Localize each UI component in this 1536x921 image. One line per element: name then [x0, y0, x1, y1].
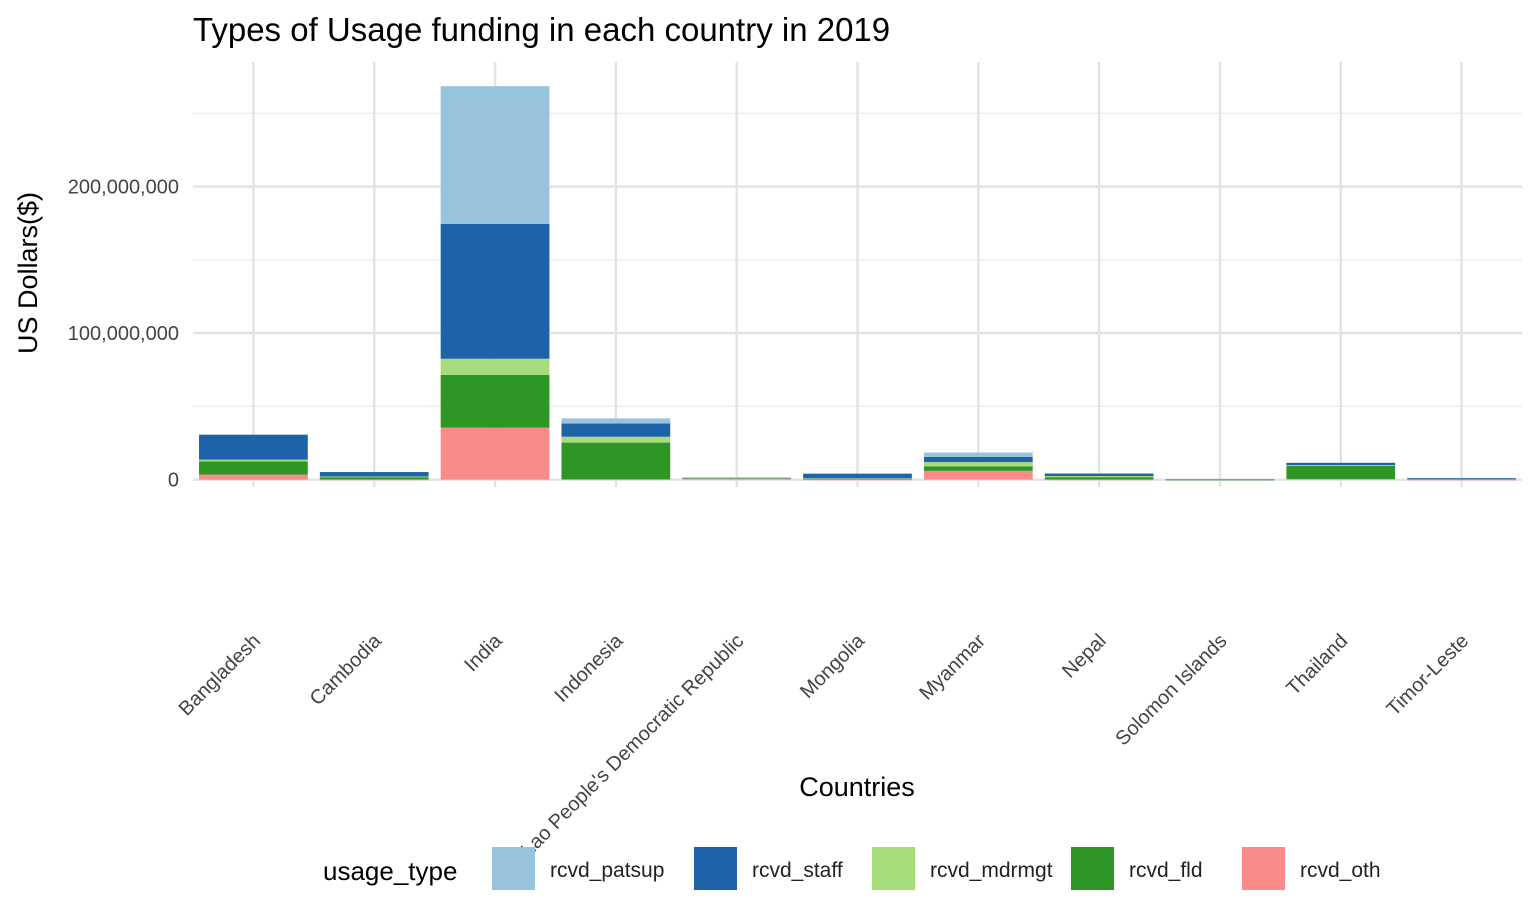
x-tick-label: Bangladesh — [175, 630, 265, 720]
bar-segment — [923, 466, 1033, 471]
bar-segment — [803, 473, 912, 479]
bar-segment — [1286, 465, 1396, 479]
legend: usage_type rcvd_patsup rcvd_staff rcvd_mdr… — [323, 847, 1381, 890]
bar-segment — [1044, 473, 1154, 477]
grid — [193, 62, 1522, 487]
bars — [199, 86, 1516, 481]
x-tick-label: India — [460, 629, 507, 676]
bar-segment — [1044, 473, 1154, 474]
y-axis-title: US Dollars($) — [13, 192, 43, 354]
bar-segment — [440, 427, 550, 480]
legend-label: rcvd_patsup — [550, 859, 664, 882]
bar-segment — [1286, 478, 1396, 480]
x-tick-label: Lao People's Democratic Republic — [517, 630, 748, 861]
bar-segment — [1286, 465, 1396, 466]
bar-segment — [561, 436, 671, 443]
legend-label: rcvd_staff — [752, 859, 843, 882]
bar-segment — [923, 456, 1033, 463]
x-tick-label: Timor-Leste — [1383, 630, 1473, 720]
bar-segment — [1044, 476, 1154, 478]
y-tick-label: 200,000,000 — [68, 177, 179, 199]
x-tick-label: Mongolia — [796, 629, 870, 703]
x-tick-label: Nepal — [1058, 630, 1111, 683]
x-axis-title: Countries — [799, 772, 915, 802]
bar-segment — [1165, 479, 1275, 481]
bar-segment — [1407, 479, 1516, 481]
bar-segment — [923, 470, 1033, 480]
chart-title: Types of Usage funding in each country i… — [193, 11, 890, 48]
bar-segment — [561, 442, 671, 480]
legend-key — [492, 847, 535, 890]
x-tick-label: Myanmar — [915, 630, 990, 705]
legend-key — [694, 847, 737, 890]
y-tick-label: 0 — [168, 470, 179, 492]
x-tick-label: Thailand — [1283, 630, 1353, 700]
bar-segment — [561, 423, 671, 437]
bar-segment — [440, 86, 550, 224]
bar-segment — [199, 461, 308, 475]
bar-segment — [923, 452, 1033, 457]
bar-segment — [199, 434, 308, 460]
bar-segment — [561, 479, 671, 481]
bar-segment — [319, 477, 429, 480]
bar-segment — [440, 374, 550, 428]
x-tick-label: Indonesia — [551, 629, 629, 707]
bar-segment — [199, 474, 308, 480]
bar-segment — [199, 459, 308, 462]
legend-label: rcvd_mdrmgt — [930, 859, 1053, 882]
legend-label: rcvd_fld — [1129, 859, 1203, 882]
bar-segment — [682, 478, 792, 480]
bar-segment — [1044, 477, 1154, 480]
legend-key — [1071, 847, 1114, 890]
bar-segment — [682, 477, 792, 479]
x-tick-label: Solomon Islands — [1111, 630, 1231, 750]
bar-segment — [923, 462, 1033, 467]
legend-key — [872, 847, 915, 890]
bar-segment — [803, 478, 912, 480]
bar-segment — [319, 472, 429, 477]
bar-segment — [319, 479, 429, 481]
bar-segment — [1286, 462, 1396, 466]
legend-key — [1242, 847, 1285, 890]
bar-segment — [561, 418, 671, 424]
bar-segment — [1044, 479, 1154, 481]
bar-segment — [440, 358, 550, 375]
bar-segment — [319, 476, 429, 478]
bar-segment — [803, 479, 912, 481]
y-tick-labels: 0 100,000,000 200,000,000 — [68, 177, 179, 492]
legend-title: usage_type — [323, 856, 457, 886]
bar-segment — [1407, 478, 1516, 480]
bar-segment — [1165, 478, 1275, 480]
bar-segment — [440, 223, 550, 359]
y-tick-label: 100,000,000 — [68, 323, 179, 345]
legend-label: rcvd_oth — [1300, 859, 1381, 882]
x-tick-label: Cambodia — [306, 629, 387, 710]
